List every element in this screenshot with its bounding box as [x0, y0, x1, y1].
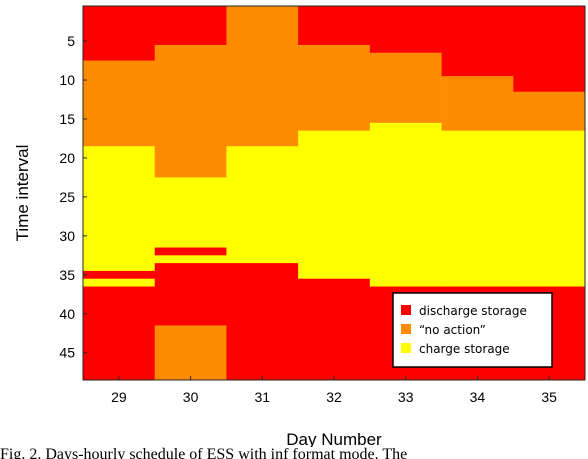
- heatmap-cell-day33-t1-6: [369, 6, 442, 54]
- heatmap-cell-day34-t10-16: [441, 76, 514, 132]
- legend-box: [392, 292, 553, 368]
- legend-entry: “no action”: [419, 323, 486, 337]
- heatmap-cell-day30-t34-41: [154, 263, 227, 326]
- legend: discharge storage “no action” charge stora…: [392, 292, 553, 368]
- y-axis-ticks: 5 10 15 20 25 30 35 40 45: [59, 33, 87, 361]
- y-tick-label: 20: [59, 150, 75, 166]
- heatmap-cell-day32-t1-5: [298, 6, 371, 46]
- figure-caption: Fig. 2. Days-hourly schedule of ESS with…: [0, 447, 408, 459]
- heatmap-cell-day30-t42-48: [154, 325, 227, 381]
- y-axis-label: Time interval: [13, 145, 32, 242]
- heatmap-cell-day34-t1-9: [441, 6, 514, 77]
- x-tick-label: 35: [541, 389, 557, 405]
- x-tick-label: 31: [254, 389, 270, 405]
- heatmap-cell-day31-t1-18: [226, 6, 299, 147]
- x-tick-label: 32: [326, 389, 342, 405]
- heatmap-cell-day29-t37-48: [83, 286, 156, 381]
- heatmap-cell-day30-t33-33: [154, 255, 227, 264]
- heatmap-cell-day34-t17-36: [441, 130, 514, 287]
- heatmap-cell-day30-t32-32: [154, 247, 227, 256]
- heatmap-cell-day32-t17-35: [298, 130, 371, 280]
- legend-swatch: [401, 343, 411, 353]
- x-axis-label: Day Number: [286, 430, 382, 447]
- y-tick-label: 10: [59, 72, 75, 88]
- heatmap-cell-day32-t36-48: [298, 278, 371, 381]
- heatmap-cell-day29-t19-34: [83, 146, 156, 272]
- heatmap-cell-day32-t6-16: [298, 44, 371, 132]
- y-tick-label: 5: [67, 33, 75, 49]
- legend-entry: discharge storage: [419, 304, 527, 318]
- heatmap-cell-day35-t12-16: [513, 91, 586, 132]
- heatmap-cell-day33-t16-36: [369, 122, 442, 287]
- heatmap-cell-day30-t6-22: [154, 44, 227, 178]
- x-tick-label: 30: [183, 389, 199, 405]
- legend-swatch: [401, 324, 411, 334]
- heatmap-cell-day30-t1-5: [154, 6, 227, 46]
- heatmap-cell-day35-t17-36: [513, 130, 586, 287]
- heatmap-cell-day29-t8-18: [83, 60, 156, 147]
- heatmap-cell-day31-t34-48: [226, 263, 299, 381]
- x-tick-label: 29: [111, 389, 127, 405]
- heatmap-cell-day29-t35-35: [83, 270, 156, 280]
- legend-swatch: [401, 305, 411, 315]
- heatmap-cell-day30-t23-31: [154, 177, 227, 248]
- y-tick-label: 25: [59, 189, 75, 205]
- heatmap-cell-day31-t19-33: [226, 146, 299, 264]
- x-axis-ticks: 29 30 31 32 33 34 35: [111, 376, 557, 405]
- y-tick-label: 30: [59, 228, 75, 244]
- y-tick-label: 45: [59, 345, 75, 361]
- legend-entry: charge storage: [419, 342, 510, 356]
- heatmap-cell-day35-t1-11: [513, 6, 586, 93]
- x-tick-label: 34: [470, 389, 486, 405]
- y-tick-label: 15: [59, 111, 75, 127]
- y-tick-label: 35: [59, 267, 75, 283]
- y-tick-label: 40: [59, 306, 75, 322]
- heatmap-cell-day29-t36-36: [83, 278, 156, 287]
- heatmap-cell-day29-t1-7: [83, 6, 156, 61]
- x-tick-label: 33: [398, 389, 414, 405]
- heatmap-cell-day33-t7-15: [369, 52, 442, 124]
- schedule-heatmap-chart: 29 30 31 32 33 34 35 5 10 15 20 25 30 35 40 45 Day Num…: [13, 5, 586, 447]
